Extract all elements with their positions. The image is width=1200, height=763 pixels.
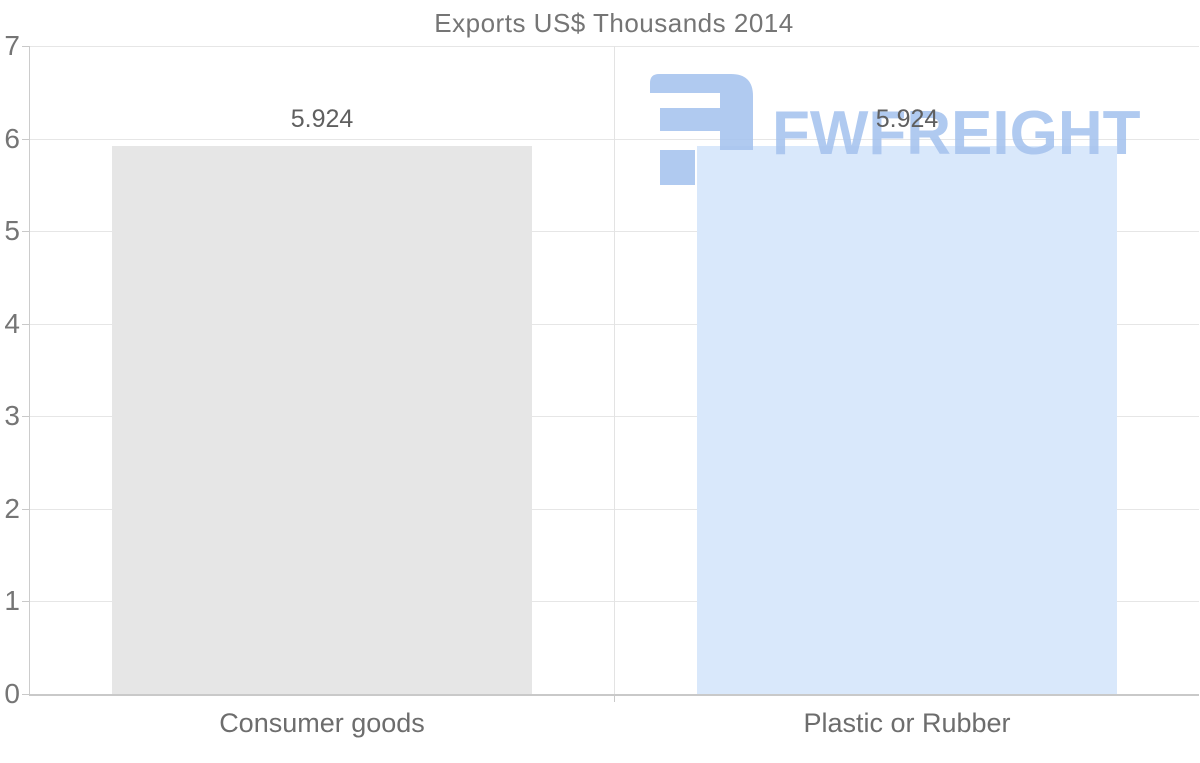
category-label: Consumer goods	[219, 708, 425, 738]
y-axis-tick	[22, 694, 29, 695]
y-tick-label: 5	[4, 215, 20, 246]
y-tick-label: 7	[4, 30, 20, 61]
y-axis-tick	[22, 324, 29, 325]
y-tick-label: 3	[4, 400, 20, 431]
bar-consumer-goods[interactable]	[112, 146, 532, 694]
fwfreight-logo-icon	[650, 74, 753, 185]
chart-title: Exports US$ Thousands 2014	[434, 8, 794, 38]
watermark: FWFREIGHT	[650, 70, 1170, 190]
y-axis-tick	[22, 509, 29, 510]
value-label: 5.924	[290, 105, 354, 133]
bar-plastic-or-rubber[interactable]	[697, 146, 1117, 694]
y-axis-tick	[22, 416, 29, 417]
y-tick-label: 2	[4, 493, 20, 524]
y-tick-label: 6	[4, 123, 20, 154]
value-label: 5.924	[875, 105, 939, 133]
y-axis-tick	[22, 231, 29, 232]
y-tick-label: 0	[4, 678, 20, 709]
y-axis-tick	[22, 139, 29, 140]
category-label: Plastic or Rubber	[803, 708, 1011, 738]
x-axis-tick	[614, 694, 615, 702]
y-axis-line	[29, 46, 30, 694]
watermark-brand-text: FWFREIGHT	[772, 99, 1141, 168]
y-tick-label: 4	[4, 308, 20, 339]
y-axis-tick	[22, 46, 29, 47]
y-tick-label: 1	[4, 585, 20, 616]
y-axis-tick	[22, 601, 29, 602]
x-axis-line	[29, 694, 1199, 696]
gridline-vertical	[614, 46, 615, 694]
